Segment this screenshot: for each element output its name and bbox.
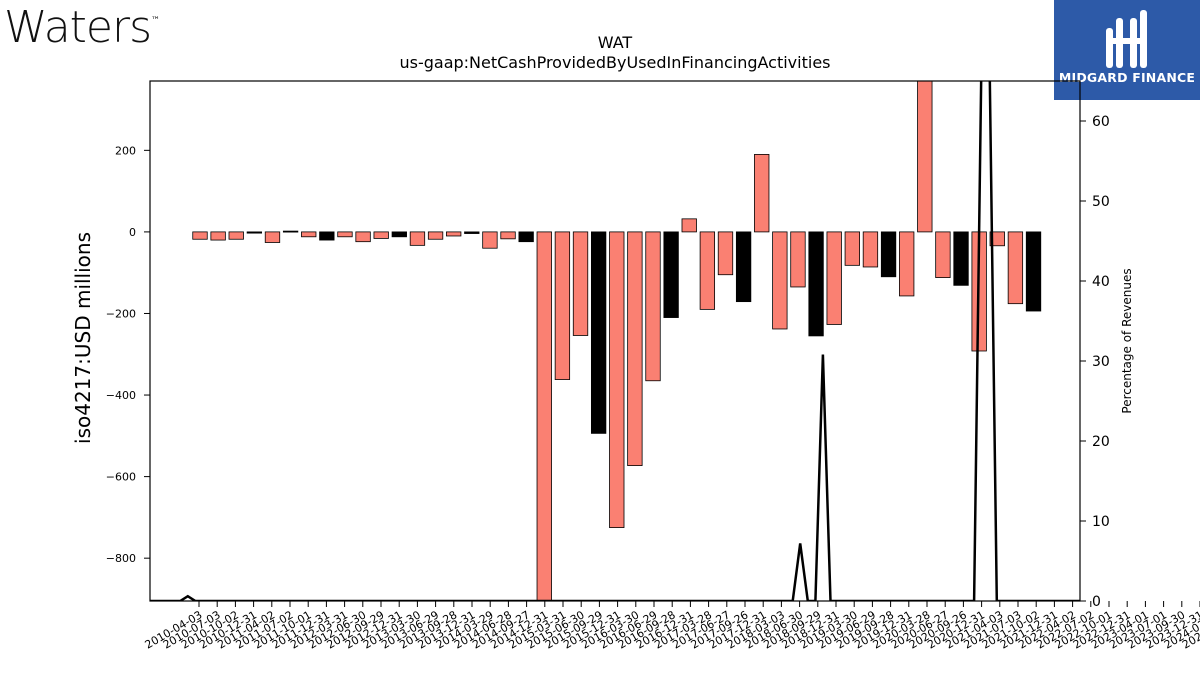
y-tick-label: 200 — [115, 144, 136, 157]
bar — [373, 231, 389, 239]
bar — [754, 154, 770, 233]
bar — [880, 231, 897, 278]
bar — [663, 231, 679, 318]
bar — [844, 231, 860, 266]
bar — [464, 231, 480, 234]
y2-tick-label: 10 — [1092, 514, 1110, 530]
plot-area: 2000−200−400−600−80001020304050602010-04… — [106, 80, 1200, 652]
bar — [790, 231, 806, 288]
bars-group — [192, 81, 1042, 601]
bar — [500, 231, 516, 240]
y2-tick-label: 30 — [1092, 354, 1110, 370]
bar — [935, 231, 951, 278]
bar — [717, 231, 734, 276]
bar — [681, 218, 697, 233]
y2-tick-label: 0 — [1092, 594, 1101, 610]
bar — [645, 231, 661, 382]
y-tick-label: −600 — [106, 471, 136, 484]
bar — [536, 231, 552, 601]
bar — [192, 231, 208, 240]
y-tick-label: 0 — [129, 226, 136, 239]
y-tick-label: −800 — [106, 552, 136, 565]
badge-text: MIDGARD FINANCE — [1058, 70, 1196, 85]
bar — [917, 81, 933, 233]
bar — [319, 231, 335, 241]
bar — [246, 231, 263, 234]
chart-subtitle: us-gaap:NetCashProvidedByUsedInFinancing… — [399, 53, 830, 72]
bar — [409, 231, 426, 246]
bar — [989, 231, 1005, 247]
bar — [699, 231, 716, 310]
bar — [772, 231, 788, 330]
bar — [899, 231, 915, 297]
bar — [391, 231, 407, 238]
bar — [282, 230, 299, 233]
bar — [355, 231, 371, 243]
bar — [1025, 231, 1042, 312]
bar — [826, 231, 842, 325]
midgard-logo-icon — [1106, 10, 1147, 68]
y2-tick-label: 40 — [1092, 274, 1110, 290]
bar — [228, 231, 244, 240]
y2-tick-label: 60 — [1092, 114, 1110, 130]
midgard-finance-badge: MIDGARD FINANCE — [1054, 0, 1200, 100]
y-axis-label: iso4217:USD millions — [71, 232, 95, 444]
bar — [210, 231, 226, 241]
bar — [337, 231, 353, 238]
bar — [735, 231, 752, 303]
bar — [627, 231, 643, 466]
plot-frame — [149, 80, 1081, 602]
chart-title: WAT — [598, 33, 633, 52]
waters-logo: Waters™ — [4, 2, 160, 53]
bar — [808, 231, 824, 337]
bar — [482, 231, 498, 249]
y2-axis-label: Percentage of Revenues — [1120, 268, 1134, 413]
bar — [264, 231, 281, 243]
bar — [1007, 231, 1024, 305]
bar — [301, 231, 317, 238]
bar — [518, 231, 534, 243]
bar — [953, 231, 969, 286]
bar — [590, 231, 607, 434]
y-tick-label: −200 — [106, 307, 136, 320]
bar — [572, 231, 589, 336]
y2-tick-label: 20 — [1092, 434, 1110, 450]
bar — [554, 231, 571, 380]
bar — [609, 231, 625, 528]
bar — [862, 231, 879, 268]
bar — [446, 231, 462, 237]
bar — [427, 231, 444, 240]
y2-tick-label: 50 — [1092, 194, 1110, 210]
y-tick-label: −400 — [106, 389, 136, 402]
